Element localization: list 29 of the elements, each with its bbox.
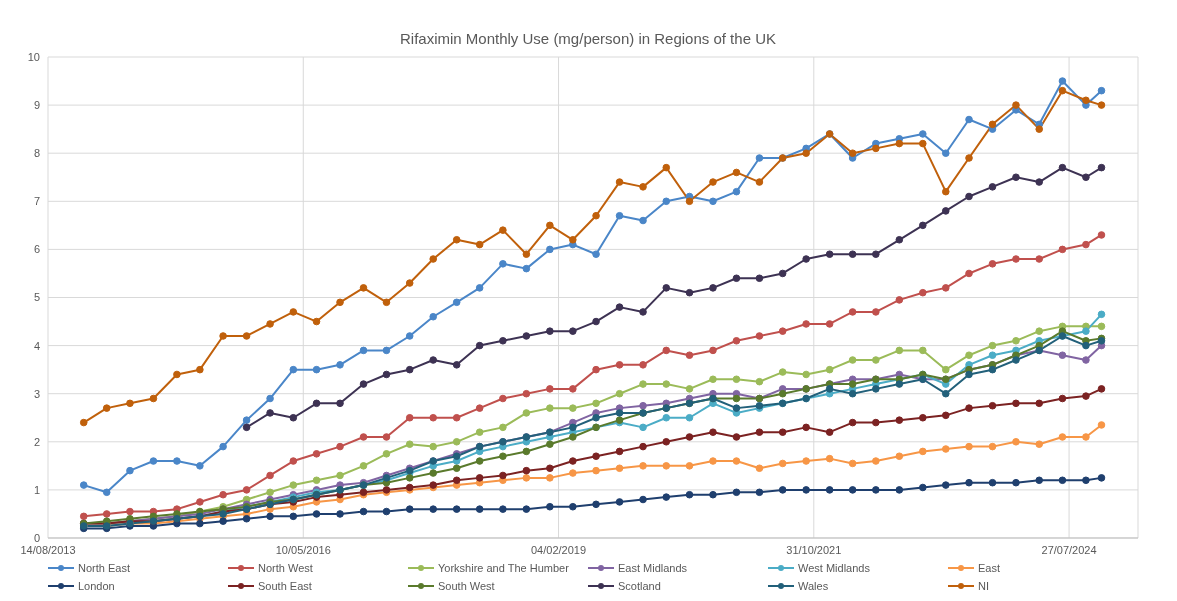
legend-label: Yorkshire and The Humber: [438, 562, 569, 574]
x-tick-label: 27/07/2024: [1041, 543, 1097, 556]
y-tick-label: 8: [33, 147, 40, 160]
legend-label: East Midlands: [618, 562, 688, 574]
legend-label: Wales: [798, 580, 829, 592]
x-tick-label: 31/10/2021: [786, 543, 842, 556]
y-tick-label: 1: [33, 483, 40, 496]
y-tick-label: 6: [33, 243, 40, 256]
y-tick-label: 3: [33, 387, 40, 400]
y-tick-label: 9: [33, 99, 40, 111]
y-tick-label: 0: [33, 531, 40, 544]
legend-label: West Midlands: [798, 562, 870, 574]
legend-label: London: [78, 580, 115, 592]
legend-label: East: [978, 562, 1001, 574]
legend-label: South East: [258, 580, 312, 592]
legend-label: Scotland: [618, 580, 661, 592]
x-tick-label: 04/02/2019: [531, 543, 587, 556]
x-tick-label: 10/05/2016: [275, 543, 331, 556]
y-tick-label: 7: [33, 195, 40, 208]
legend-label: NI: [978, 580, 989, 592]
y-tick-label: 10: [27, 50, 40, 63]
legend-label: South West: [438, 580, 495, 592]
y-tick-label: 2: [33, 435, 40, 448]
y-tick-label: 5: [33, 291, 40, 304]
legend-label: North East: [78, 562, 130, 574]
legend-label: North West: [258, 562, 313, 574]
x-tick-label: 14/08/2013: [20, 543, 76, 556]
y-tick-label: 4: [33, 339, 40, 352]
chart-title: Rifaximin Monthly Use (mg/person) in Regions of the UK: [399, 29, 777, 49]
